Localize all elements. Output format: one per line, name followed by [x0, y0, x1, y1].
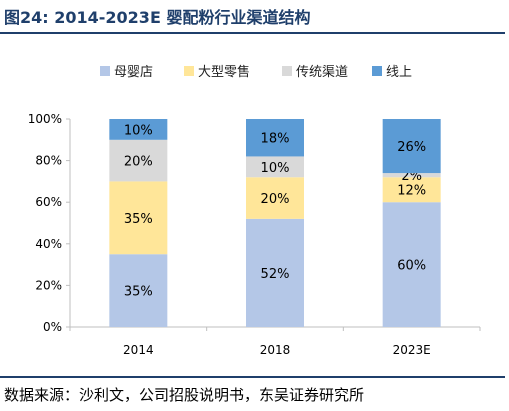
data-label-1-3: 18%	[261, 132, 290, 147]
bar-2-1	[382, 177, 441, 203]
legend-label-2: 传统渠道	[296, 65, 348, 80]
bar-1-0	[246, 218, 304, 327]
y-tick-label-0: 0%	[43, 320, 62, 334]
y-tick-label-3: 60%	[35, 195, 62, 209]
legend-label-0: 母婴店	[114, 65, 153, 80]
data-label-1-1: 20%	[261, 192, 290, 207]
legend-label-3: 线上	[386, 65, 412, 80]
data-label-1-0: 52%	[261, 267, 290, 282]
bar-2-3	[382, 119, 441, 174]
bar-1-1	[246, 177, 304, 219]
bar-0-0	[109, 254, 168, 327]
legend-swatch-2	[282, 66, 292, 76]
title-divider	[0, 32, 505, 34]
legend-swatch-0	[100, 66, 110, 76]
bar-2-0	[382, 202, 441, 327]
data-label-2-3: 26%	[397, 140, 426, 155]
figure-title: 图24: 2014-2023E 婴配粉行业渠道结构	[4, 8, 311, 27]
bar-0-3	[109, 119, 168, 140]
bar-1-3	[246, 119, 304, 157]
data-label-0-3: 10%	[124, 123, 153, 138]
bar-0-1	[109, 181, 168, 255]
legend-swatch-1	[184, 66, 194, 76]
data-label-0-2: 20%	[124, 155, 153, 170]
legend-label-1: 大型零售	[198, 64, 250, 80]
bar-2-2	[382, 173, 441, 178]
source-note: 数据来源：沙利文，公司招股说明书，东吴证券研究所	[4, 386, 365, 404]
stacked-bar-chart: 母婴店 大型零售 传统渠道 线上 0% 20% 40% 60% 80% 100% 35% 35% 20%…	[0, 34, 509, 374]
data-label-1-2: 10%	[261, 161, 290, 176]
y-tick-label-4: 80%	[35, 154, 62, 168]
data-label-0-0: 35%	[124, 285, 153, 300]
chart-svg: 母婴店 大型零售 传统渠道 线上 0% 20% 40% 60% 80% 100% 35% 35% 20%…	[28, 64, 481, 357]
bottom-divider	[0, 376, 505, 378]
bar-0-2	[109, 139, 168, 182]
x-tick-label-2: 2023E	[393, 343, 431, 357]
y-tick-label-2: 40%	[35, 237, 62, 251]
bar-1-2	[246, 156, 304, 178]
x-tick-label-0: 2014	[123, 343, 154, 357]
data-label-0-1: 35%	[124, 212, 153, 227]
x-tick-label-1: 2018	[260, 343, 291, 357]
y-tick-label-5: 100%	[28, 112, 62, 126]
legend-swatch-3	[372, 66, 382, 76]
data-label-2-1: 12%	[397, 184, 426, 199]
y-tick-label-1: 20%	[35, 278, 62, 292]
data-label-2-0: 60%	[397, 259, 426, 274]
